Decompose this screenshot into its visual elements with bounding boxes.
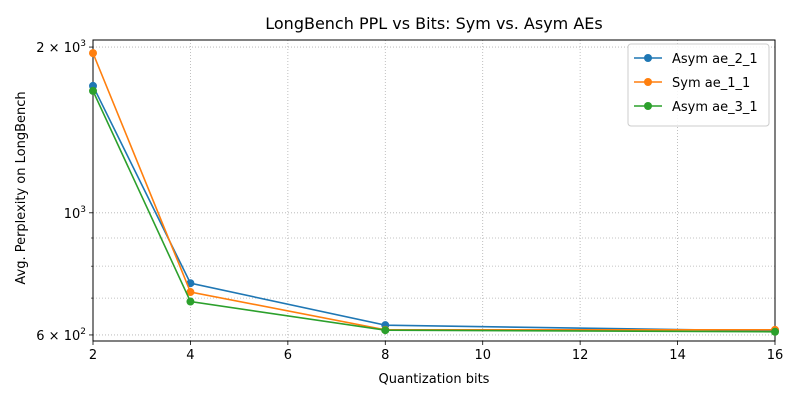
series-line — [92, 85, 776, 332]
y-tick-label: 103 — [64, 205, 86, 222]
data-point — [771, 327, 779, 336]
legend: Asym ae_2_1 Sym ae_1_1 Asym ae_3_1 — [627, 43, 770, 127]
x-tick-label: 16 — [767, 348, 784, 363]
legend-box — [627, 43, 770, 127]
x-tick-label: 6 — [284, 348, 292, 363]
data-point — [186, 288, 195, 297]
legend-marker — [644, 78, 652, 86]
plot-area — [92, 39, 776, 342]
series-group — [89, 49, 779, 336]
x-tick-label: 2 — [89, 348, 97, 363]
x-tick-label: 10 — [474, 348, 491, 363]
legend-marker — [644, 54, 652, 62]
series-line — [92, 52, 775, 331]
x-axis: 2 4 6 8 10 12 14 16 — [89, 341, 783, 363]
x-tick-label: 8 — [381, 348, 389, 363]
x-axis-label: Quantization bits — [379, 372, 490, 387]
data-point — [186, 297, 195, 306]
legend-label: Asym ae_2_1 — [672, 52, 758, 67]
series-line — [92, 90, 776, 333]
x-tick-label: 14 — [669, 348, 686, 363]
y-axis: 6 × 102 103 2 × 103 — [36, 39, 93, 344]
y-axis-label: Avg. Perplexity on LongBench — [14, 91, 29, 284]
data-point — [89, 49, 97, 58]
legend-label: Sym ae_1_1 — [672, 76, 750, 91]
data-point — [89, 86, 97, 95]
y-tick-label: 6 × 102 — [36, 327, 86, 344]
data-point — [381, 326, 390, 335]
legend-label: Asym ae_3_1 — [672, 100, 758, 115]
legend-marker — [644, 102, 652, 110]
x-tick-label: 4 — [186, 348, 194, 363]
chart-title: LongBench PPL vs Bits: Sym vs. Asym AEs — [265, 14, 602, 33]
y-tick-label: 2 × 103 — [36, 39, 86, 56]
x-tick-label: 12 — [572, 348, 589, 363]
